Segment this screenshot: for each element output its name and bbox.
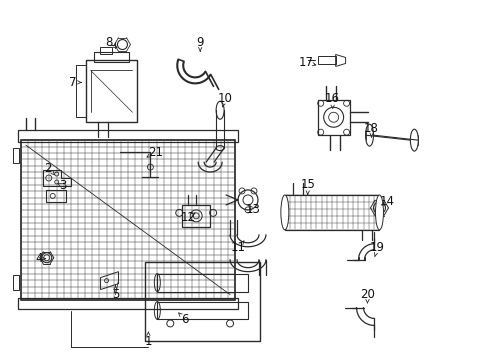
Bar bbox=[18, 298, 238, 310]
Text: 3: 3 bbox=[59, 180, 66, 193]
Text: 12: 12 bbox=[181, 211, 195, 224]
Bar bbox=[317, 100, 349, 135]
Bar bbox=[157, 302, 247, 319]
Text: 16: 16 bbox=[325, 92, 340, 105]
Text: 15: 15 bbox=[300, 179, 315, 192]
Bar bbox=[157, 274, 247, 292]
Text: 7: 7 bbox=[69, 76, 76, 89]
Bar bbox=[285, 195, 379, 230]
Text: 9: 9 bbox=[196, 36, 203, 49]
Text: 5: 5 bbox=[112, 288, 119, 301]
Text: 17: 17 bbox=[298, 56, 313, 69]
Ellipse shape bbox=[375, 195, 383, 230]
Bar bbox=[21, 140, 235, 300]
Text: 4: 4 bbox=[35, 252, 42, 265]
Bar bbox=[18, 130, 238, 142]
Bar bbox=[13, 275, 19, 289]
Text: 21: 21 bbox=[147, 145, 163, 159]
Text: 20: 20 bbox=[359, 288, 374, 301]
Text: 19: 19 bbox=[369, 241, 384, 254]
Bar bbox=[100, 46, 111, 54]
Text: 2: 2 bbox=[44, 162, 51, 175]
Ellipse shape bbox=[280, 195, 288, 230]
Text: 10: 10 bbox=[217, 92, 232, 105]
Bar bbox=[85, 60, 137, 122]
Bar bbox=[93, 53, 129, 62]
Text: 11: 11 bbox=[230, 241, 245, 254]
Text: 6: 6 bbox=[181, 313, 188, 326]
Bar bbox=[182, 205, 210, 227]
Text: 8: 8 bbox=[104, 36, 112, 49]
Text: 18: 18 bbox=[364, 122, 378, 135]
Text: 14: 14 bbox=[379, 195, 394, 208]
Bar bbox=[145, 262, 260, 341]
Text: 1: 1 bbox=[144, 335, 152, 348]
Text: 13: 13 bbox=[245, 203, 260, 216]
Bar bbox=[13, 148, 19, 163]
